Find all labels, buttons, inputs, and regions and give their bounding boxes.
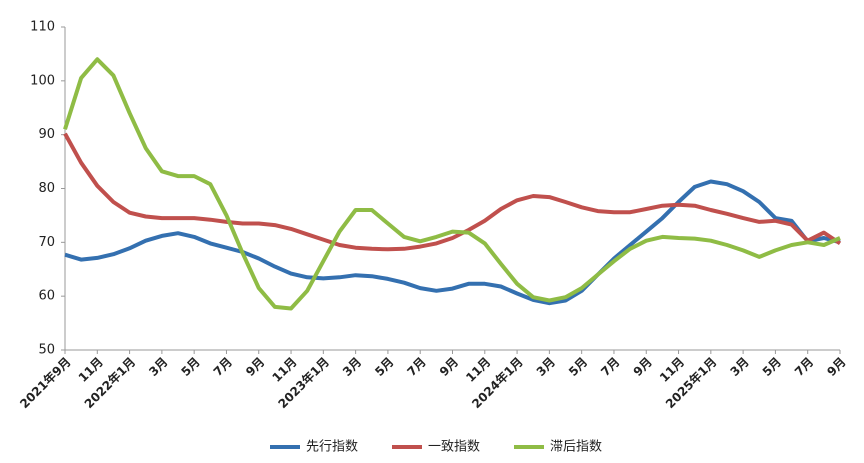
- x-tick-label: 9月: [437, 355, 461, 379]
- x-tick-label: 3月: [727, 355, 751, 379]
- x-tick-label: 9月: [243, 355, 267, 379]
- y-tick-label: 70: [38, 235, 55, 250]
- y-tick-label: 50: [38, 343, 55, 358]
- x-tick-label: 3月: [340, 355, 364, 379]
- x-tick-label: 3月: [534, 355, 558, 379]
- x-tick-label: 9月: [631, 355, 655, 379]
- series-line: [63, 132, 842, 252]
- legend-label: 先行指数: [306, 440, 358, 455]
- legend-label: 滞后指数: [550, 440, 602, 455]
- y-tick-label: 100: [30, 73, 55, 88]
- x-tick-label: 7月: [598, 355, 622, 379]
- x-tick-label: 5月: [372, 355, 396, 379]
- x-tick-label: 2021年9月: [16, 354, 73, 411]
- x-tick-label: 7月: [792, 355, 816, 379]
- y-tick-label: 110: [30, 20, 55, 35]
- x-tick-label: 5月: [566, 355, 590, 379]
- x-tick-label: 7月: [211, 355, 235, 379]
- y-tick-label: 60: [38, 289, 55, 304]
- x-tick-label: 3月: [146, 355, 170, 379]
- y-tick-label: 80: [38, 181, 55, 196]
- x-tick-label: 5月: [760, 355, 784, 379]
- series-line: [63, 57, 841, 311]
- series-line: [64, 179, 841, 306]
- x-tick-label: 5月: [178, 355, 202, 379]
- legend-label: 一致指数: [428, 440, 480, 455]
- x-tick-label: 9月: [824, 355, 848, 379]
- y-tick-label: 90: [38, 127, 55, 142]
- x-tick-label: 7月: [405, 355, 429, 379]
